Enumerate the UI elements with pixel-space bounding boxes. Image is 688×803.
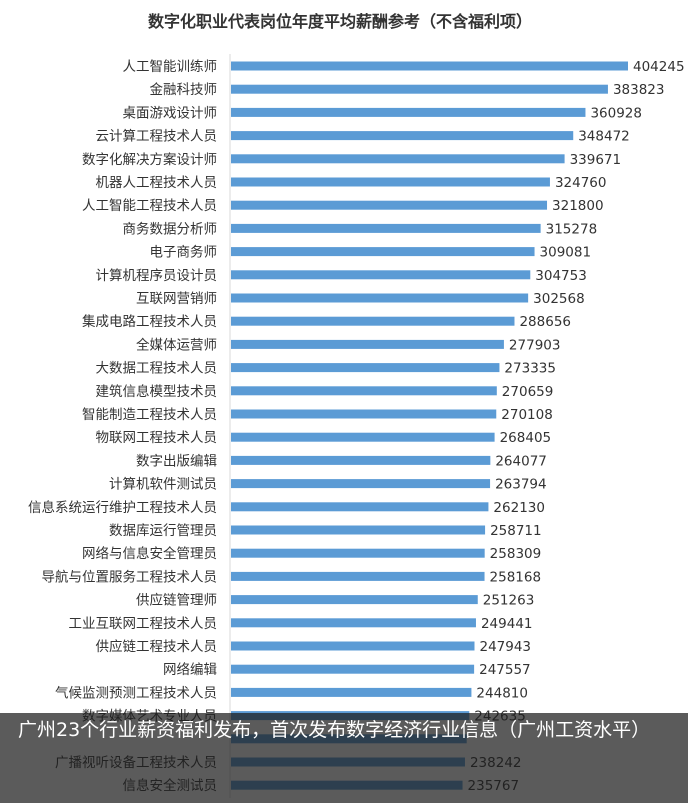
bar xyxy=(231,293,529,303)
bar xyxy=(231,61,628,71)
caption-overlay xyxy=(0,713,688,803)
bar xyxy=(231,432,495,442)
value-label: 321800 xyxy=(552,198,604,214)
value-label: 383823 xyxy=(613,82,665,98)
value-label: 249441 xyxy=(481,616,533,632)
category-label: 导航与位置服务工程技术人员 xyxy=(42,569,218,585)
category-label: 互联网营销师 xyxy=(136,291,217,307)
bar xyxy=(231,571,485,581)
bar xyxy=(231,107,586,117)
category-label: 信息系统运行维护工程技术人员 xyxy=(28,499,217,516)
bar xyxy=(231,548,485,558)
category-label: 供应链工程技术人员 xyxy=(96,638,218,655)
value-label: 251263 xyxy=(483,593,535,609)
value-label: 268405 xyxy=(500,430,552,446)
value-label: 315278 xyxy=(546,221,598,237)
value-label: 263794 xyxy=(495,477,547,493)
category-label: 集成电路工程技术人员 xyxy=(82,314,217,330)
value-label: 273335 xyxy=(504,361,556,377)
bar xyxy=(231,664,475,674)
bar xyxy=(231,641,475,651)
category-label: 物联网工程技术人员 xyxy=(96,430,218,446)
caption-text: 广州23个行业薪资福利发布，首次发布数字经济行业信息（广州工资水平） xyxy=(18,719,651,741)
category-label: 云计算工程技术人员 xyxy=(96,129,218,145)
bar xyxy=(231,131,574,141)
bar xyxy=(231,200,548,210)
value-label: 258309 xyxy=(490,546,542,562)
bar xyxy=(231,525,486,535)
value-label: 288656 xyxy=(519,314,571,330)
bar xyxy=(231,154,565,164)
bar xyxy=(231,502,489,512)
value-label: 339671 xyxy=(570,152,622,168)
chart-title: 数字化职业代表岗位年度平均薪酬参考（不含福利项） xyxy=(148,12,532,31)
value-label: 258711 xyxy=(490,523,542,539)
value-label: 270108 xyxy=(501,407,553,423)
value-label: 309081 xyxy=(540,245,592,261)
bar xyxy=(231,339,504,349)
bar xyxy=(231,363,500,373)
value-label: 247557 xyxy=(479,662,531,678)
category-label: 智能制造工程技术人员 xyxy=(82,407,217,423)
bar xyxy=(231,595,478,605)
bar xyxy=(231,316,515,326)
category-label: 人工智能工程技术人员 xyxy=(82,198,217,214)
category-label: 商务数据分析师 xyxy=(123,221,218,237)
category-label: 数字化解决方案设计师 xyxy=(82,151,217,168)
bar xyxy=(231,687,472,697)
value-label: 277903 xyxy=(509,337,561,353)
value-label: 247943 xyxy=(479,639,531,655)
value-label: 302568 xyxy=(533,291,585,307)
value-label: 270659 xyxy=(502,384,554,400)
category-labels-group: 人工智能训练师金融科技师桌面游戏设计师云计算工程技术人员数字化解决方案设计师机器… xyxy=(28,59,217,794)
bar xyxy=(231,177,550,187)
value-label: 404245 xyxy=(633,59,685,75)
value-labels-group: 404245 383823 360928 348472 339671 324760 3218… xyxy=(468,59,685,794)
value-label: 264077 xyxy=(495,453,547,469)
value-label: 262130 xyxy=(493,500,545,516)
bar xyxy=(231,247,535,257)
bar xyxy=(231,618,476,628)
category-label: 人工智能训练师 xyxy=(123,59,218,75)
value-label: 324760 xyxy=(555,175,607,191)
bar xyxy=(231,84,608,94)
value-label: 360928 xyxy=(590,105,642,121)
category-label: 桌面游戏设计师 xyxy=(123,105,218,121)
value-label: 348472 xyxy=(578,129,630,145)
category-label: 气候监测预测工程技术人员 xyxy=(55,685,217,701)
category-label: 数据库运行管理员 xyxy=(109,523,217,539)
value-label: 258168 xyxy=(490,569,542,585)
category-label: 计算机程序员设计员 xyxy=(96,268,218,284)
category-label: 电子商务师 xyxy=(150,245,218,261)
value-label: 244810 xyxy=(476,685,528,701)
category-label: 全媒体运营师 xyxy=(136,336,217,353)
bar xyxy=(231,223,541,233)
category-label: 金融科技师 xyxy=(150,82,218,98)
category-label: 工业互联网工程技术人员 xyxy=(69,616,218,632)
category-label: 计算机软件测试员 xyxy=(109,477,217,493)
bars-group xyxy=(231,61,628,790)
category-label: 供应链管理师 xyxy=(136,592,217,609)
bar xyxy=(231,409,497,419)
category-label: 网络编辑 xyxy=(163,662,217,678)
category-label: 网络与信息安全管理员 xyxy=(82,545,217,562)
bar xyxy=(231,479,491,489)
category-label: 机器人工程技术人员 xyxy=(96,175,218,191)
bar xyxy=(231,270,531,280)
bar xyxy=(231,455,491,465)
value-label: 304753 xyxy=(535,268,587,284)
bar xyxy=(231,386,497,396)
category-label: 数字出版编辑 xyxy=(136,453,217,469)
category-label: 大数据工程技术人员 xyxy=(96,361,218,377)
category-label: 建筑信息模型技术员 xyxy=(96,383,218,400)
